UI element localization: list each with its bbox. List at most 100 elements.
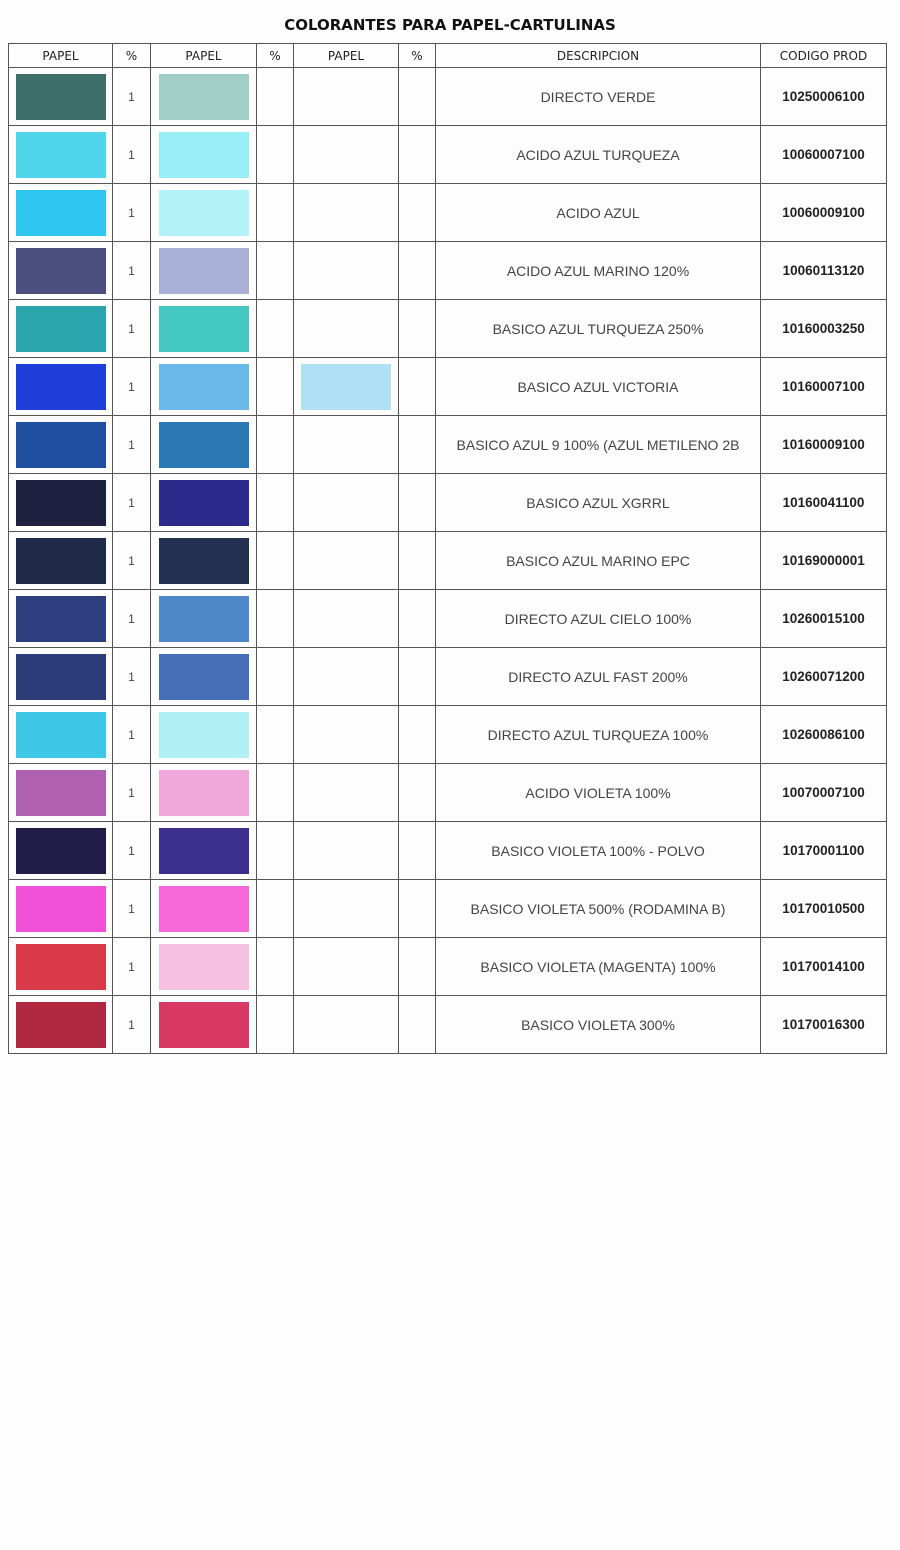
product-code-cell: 10170016300: [760, 995, 887, 1054]
swatch-cell: [293, 995, 399, 1054]
percent-cell: [256, 821, 294, 880]
color-swatch: [15, 73, 106, 120]
swatch-cell: [150, 357, 257, 416]
swatch-cell: [8, 299, 113, 358]
percent-cell: [398, 531, 436, 590]
color-swatch: [158, 537, 249, 584]
color-swatch: [158, 247, 249, 294]
color-swatch: [15, 189, 106, 236]
percent-cell: [256, 705, 294, 764]
colorant-table: PAPEL% PAPEL% PAPEL% DESCRIPCION CODIGO PROD…: [8, 43, 887, 1054]
swatch-cell: [150, 241, 257, 300]
percent-cell: [256, 183, 294, 242]
percent-cell: [256, 589, 294, 648]
column-header: PAPEL: [293, 43, 399, 68]
column-header: PAPEL: [150, 43, 257, 68]
table-row: 1 DIRECTO AZUL FAST 200% 10260071200: [8, 647, 887, 706]
percent-cell: [398, 473, 436, 532]
percent-cell: 1: [112, 589, 151, 648]
swatch-cell: [293, 705, 399, 764]
description-cell: DIRECTO VERDE: [435, 67, 761, 126]
percent-cell: [398, 763, 436, 822]
percent-cell: [398, 67, 436, 126]
color-swatch: [158, 421, 249, 468]
swatch-cell: [8, 357, 113, 416]
swatch-cell: [150, 589, 257, 648]
column-header: CODIGO PROD: [760, 43, 887, 68]
color-swatch: [15, 711, 106, 758]
description-cell: DIRECTO AZUL FAST 200%: [435, 647, 761, 706]
table-row: 1 BASICO VIOLETA 500% (RODAMINA B) 1017001…: [8, 879, 887, 938]
swatch-cell: [293, 299, 399, 358]
swatch-cell: [8, 589, 113, 648]
description-cell: BASICO AZUL VICTORIA: [435, 357, 761, 416]
color-swatch: [15, 131, 106, 178]
color-swatch: [158, 189, 249, 236]
percent-cell: [398, 937, 436, 996]
color-swatch: [15, 247, 106, 294]
color-swatch: [158, 769, 249, 816]
percent-cell: [398, 705, 436, 764]
description-cell: DIRECTO AZUL TURQUEZA 100%: [435, 705, 761, 764]
percent-cell: [398, 241, 436, 300]
color-swatch: [158, 943, 249, 990]
product-code-cell: 10170014100: [760, 937, 887, 996]
swatch-cell: [293, 67, 399, 126]
percent-cell: 1: [112, 995, 151, 1054]
percent-cell: [256, 299, 294, 358]
table-row: 1 ACIDO VIOLETA 100% 10070007100: [8, 763, 887, 822]
table-row: 1 BASICO AZUL 9 100% (AZUL METILENO 2B 101…: [8, 415, 887, 474]
swatch-cell: [150, 937, 257, 996]
percent-cell: 1: [112, 763, 151, 822]
swatch-cell: [150, 879, 257, 938]
percent-cell: [398, 821, 436, 880]
swatch-cell: [293, 647, 399, 706]
product-code-cell: 10160007100: [760, 357, 887, 416]
swatch-cell: [8, 415, 113, 474]
color-swatch: [15, 421, 106, 468]
swatch-cell: [293, 937, 399, 996]
percent-cell: [398, 647, 436, 706]
product-code-cell: 10160003250: [760, 299, 887, 358]
table-row: 1 BASICO AZUL VICTORIA 10160007100: [8, 357, 887, 416]
swatch-cell: [150, 299, 257, 358]
swatch-cell: [293, 589, 399, 648]
color-swatch: [15, 595, 106, 642]
color-swatch: [158, 363, 249, 410]
table-row: 1 DIRECTO VERDE 10250006100: [8, 67, 887, 126]
color-swatch: [15, 769, 106, 816]
color-swatch: [158, 711, 249, 758]
swatch-cell: [293, 183, 399, 242]
description-cell: ACIDO AZUL TURQUEZA: [435, 125, 761, 184]
color-swatch: [301, 363, 391, 410]
product-code-cell: 10260086100: [760, 705, 887, 764]
table-row: 1 DIRECTO AZUL CIELO 100% 10260015100: [8, 589, 887, 648]
description-cell: BASICO VIOLETA 300%: [435, 995, 761, 1054]
swatch-cell: [293, 531, 399, 590]
swatch-cell: [150, 821, 257, 880]
percent-cell: [256, 473, 294, 532]
column-header: %: [112, 43, 151, 68]
swatch-cell: [150, 705, 257, 764]
table-row: 1 BASICO VIOLETA 100% - POLVO 10170001100: [8, 821, 887, 880]
percent-cell: [256, 125, 294, 184]
swatch-cell: [150, 647, 257, 706]
swatch-cell: [150, 473, 257, 532]
color-swatch: [158, 827, 249, 874]
percent-cell: 1: [112, 937, 151, 996]
table-row: 1 ACIDO AZUL 10060009100: [8, 183, 887, 242]
percent-cell: [398, 589, 436, 648]
color-swatch: [15, 1001, 106, 1048]
product-code-cell: 10170001100: [760, 821, 887, 880]
description-cell: BASICO VIOLETA 500% (RODAMINA B): [435, 879, 761, 938]
color-swatch: [158, 1001, 249, 1048]
table-row: 1 BASICO VIOLETA (MAGENTA) 100% 1017001410…: [8, 937, 887, 996]
product-code-cell: 10160041100: [760, 473, 887, 532]
color-swatch: [15, 885, 106, 932]
swatch-cell: [293, 473, 399, 532]
color-swatch: [158, 73, 249, 120]
percent-cell: 1: [112, 183, 151, 242]
percent-cell: 1: [112, 125, 151, 184]
percent-cell: [398, 357, 436, 416]
percent-cell: [398, 415, 436, 474]
